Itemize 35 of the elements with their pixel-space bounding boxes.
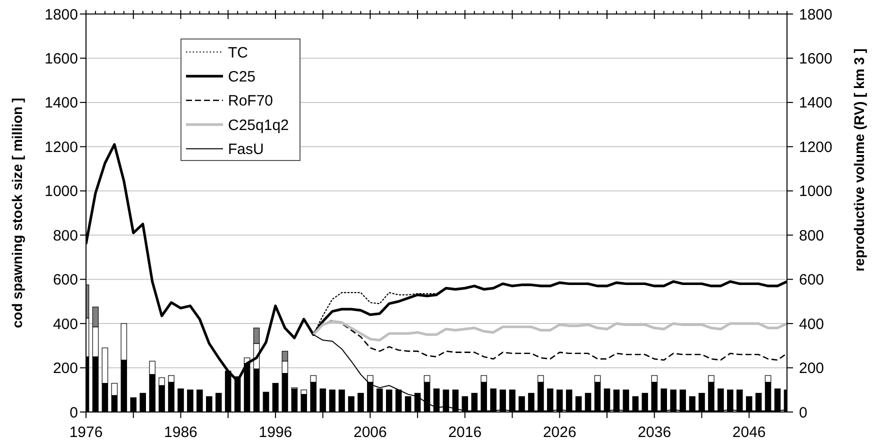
x-tick-label: 2026	[542, 424, 576, 441]
legend-label: TC	[228, 44, 248, 62]
y2-tick-label: 400	[799, 316, 824, 333]
y2-tick-label: 200	[799, 360, 824, 378]
y-axis-title: cod spawning stock size [ million ]	[8, 98, 25, 328]
y2-tick-label: 1600	[799, 50, 832, 68]
legend-label: C25	[228, 68, 256, 86]
x-tick-label: 1976	[69, 424, 103, 441]
y2-tick-label: 600	[799, 272, 824, 289]
x-tick-label: 2046	[732, 424, 766, 441]
y2-tick-label: 1800	[799, 6, 832, 24]
y2-tick-label: 0	[799, 404, 808, 422]
y-tick-label: 1000	[44, 183, 78, 200]
x-tick-label: 1986	[164, 424, 198, 441]
y2-tick-label: 1400	[799, 94, 832, 112]
y-tick-label: 800	[52, 227, 78, 244]
y-tick-label: 400	[52, 316, 78, 333]
x-tick-label: 1996	[258, 424, 292, 441]
y-tick-label: 600	[52, 272, 78, 289]
x-tick-label: 2006	[354, 424, 387, 441]
legend-label: RoF70	[228, 92, 274, 110]
y-tick-label: 1400	[44, 94, 78, 112]
y-tick-label: 1600	[44, 50, 78, 68]
y2-tick-label: 1200	[799, 138, 832, 156]
y-tick-label: 1200	[44, 138, 78, 156]
y-tick-label: 1800	[44, 6, 78, 24]
y-tick-label: 200	[52, 360, 78, 378]
y2-axis-title: reproductive volume (RV) [ km 3 ]	[850, 48, 867, 272]
legend-label: C25q1q2	[228, 116, 289, 134]
x-tick-label: 2016	[448, 424, 482, 441]
y-tick-label: 0	[70, 404, 78, 422]
legend-label: FasU	[228, 141, 264, 158]
y2-tick-label: 800	[799, 227, 824, 244]
x-tick-label: 2036	[638, 424, 672, 441]
y2-tick-label: 1000	[799, 183, 832, 200]
